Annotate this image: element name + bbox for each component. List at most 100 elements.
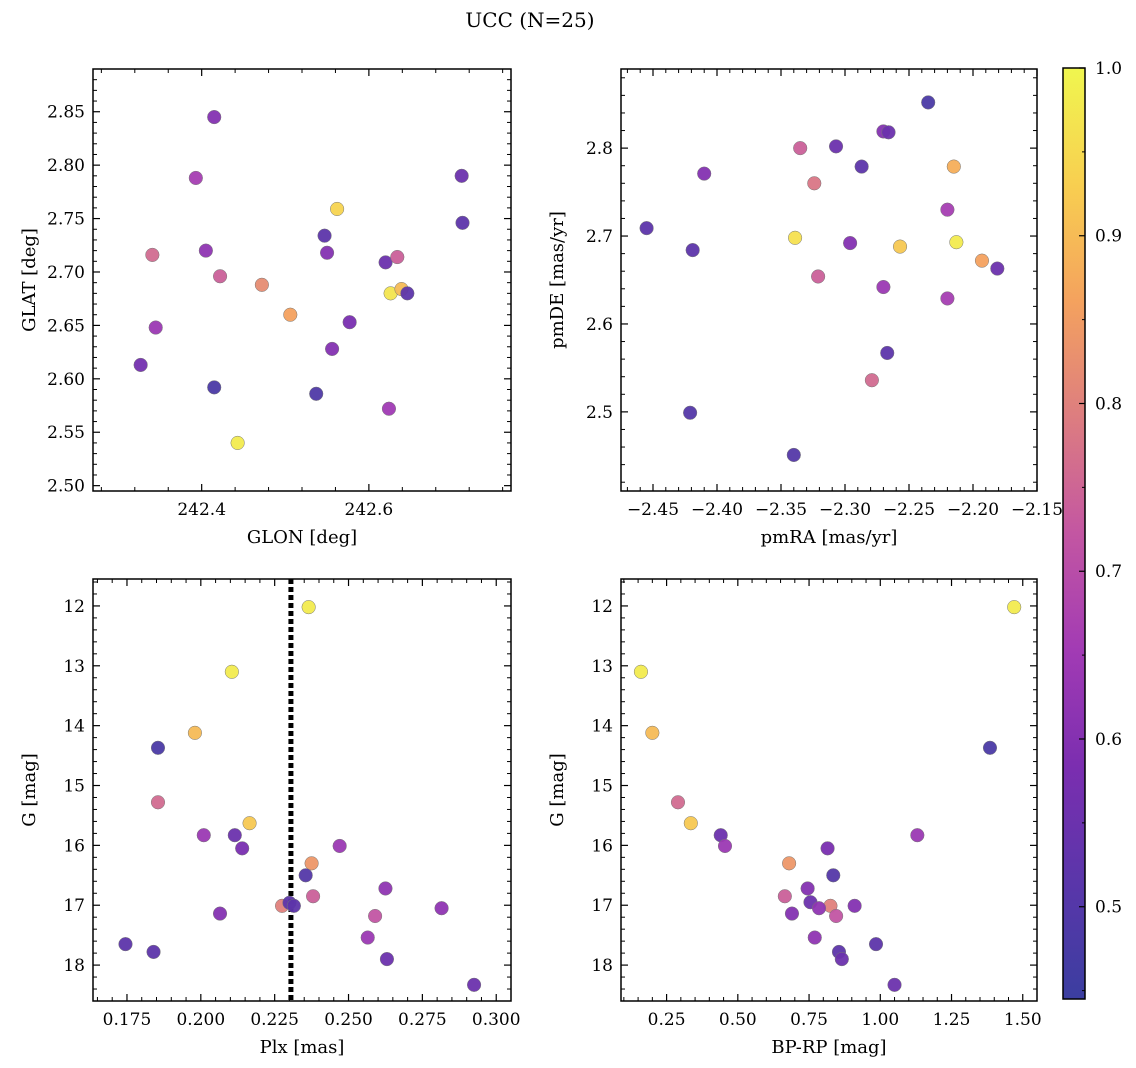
y-tick-label: 2.6 [586, 315, 613, 335]
scatter-point [786, 447, 801, 463]
x-tick-label: −2.25 [883, 500, 935, 520]
scatter-point [793, 141, 808, 156]
scatter-point [633, 664, 648, 679]
y-tick-label: 13 [63, 657, 85, 677]
y-tick-label: 2.8 [586, 139, 613, 159]
x-tick-label: −2.45 [627, 500, 679, 520]
scatter-point [381, 401, 396, 416]
scatter-point [820, 841, 835, 856]
scatter-point [330, 201, 345, 217]
scatter-point [854, 159, 869, 174]
plot-frame [620, 68, 1038, 492]
scatter-point [304, 856, 319, 871]
scatter-point [697, 166, 712, 181]
x-tick-label: −2.20 [947, 500, 999, 520]
scatter-point [390, 249, 405, 265]
scatter-point [829, 908, 844, 924]
y-tick-label: 17 [63, 896, 85, 916]
x-axis-label: Plx [mas] [260, 1037, 345, 1058]
scatter-point [254, 277, 269, 292]
x-tick-label: 0.25 [648, 1010, 686, 1030]
x-tick-label: 0.75 [790, 1010, 828, 1030]
scatter-point [368, 908, 383, 924]
scatter-point [946, 159, 961, 174]
scatter-point [150, 795, 166, 810]
scatter-point [974, 253, 990, 268]
scatter-point [777, 889, 792, 904]
scatter-point [811, 901, 827, 916]
scatter-point [198, 243, 213, 258]
scatter-point [782, 856, 797, 871]
scatter-point [940, 291, 955, 306]
y-axis-label: pmDE [mas/yr] [547, 211, 568, 349]
colorbar-tick-label: 0.8 [1095, 394, 1122, 414]
scatter-point [379, 952, 394, 967]
scatter-point [467, 977, 482, 992]
scatter-point [317, 228, 332, 243]
x-axis-label: pmRA [mas/yr] [761, 527, 898, 548]
scatter-point [868, 937, 884, 952]
scatter-point [133, 357, 148, 372]
y-tick-label: 2.70 [47, 263, 85, 283]
scatter-point [118, 937, 133, 952]
x-tick-label: −2.15 [1011, 500, 1063, 520]
plot-frame [92, 68, 512, 492]
scatter-point [342, 315, 357, 330]
x-axis-label: BP-RP [mag] [771, 1037, 886, 1058]
colorbar-tick-label: 0.9 [1095, 227, 1122, 247]
scatter-point [990, 261, 1005, 276]
colorbar-tick-label: 1.0 [1095, 59, 1122, 79]
colorbar-tick-label: 0.6 [1095, 730, 1122, 750]
scatter-point [286, 898, 301, 913]
y-tick-label: 15 [63, 777, 85, 797]
scatter-point [834, 952, 849, 967]
scatter-point [807, 930, 822, 945]
scatter-point [196, 828, 211, 843]
y-tick-label: 12 [63, 597, 85, 617]
scatter-point [826, 868, 841, 883]
scatter-point [146, 944, 161, 959]
x-tick-label: −2.40 [691, 500, 743, 520]
y-tick-label: 2.50 [47, 477, 85, 497]
scatter-point [145, 247, 160, 262]
scatter-point [332, 838, 347, 854]
x-tick-label: 0.50 [719, 1010, 757, 1030]
scatter-point [207, 110, 222, 125]
scatter-point [717, 838, 733, 854]
scatter-point [283, 307, 298, 322]
scatter-point [213, 269, 228, 284]
scatter-point [230, 435, 245, 450]
scatter-point [1007, 600, 1022, 615]
scatter-point [301, 600, 316, 615]
x-tick-label: 0.250 [324, 1010, 373, 1030]
y-tick-label: 2.5 [586, 403, 613, 423]
y-tick-label: 18 [591, 956, 613, 976]
panel-glon-glat: 242.4 242.6 2.50 2.55 2.60 2.65 2.70 2.75 2.80 2.… [19, 68, 512, 548]
scatter-point [400, 286, 415, 301]
scatter-point [784, 906, 800, 921]
scatter-point [982, 740, 998, 755]
scatter-point [847, 898, 862, 913]
scatter-point [207, 380, 222, 395]
scatter-point [298, 868, 313, 883]
scatter-point [811, 269, 826, 284]
scatter-point [887, 977, 902, 992]
colorbar-frame [1062, 67, 1086, 1000]
y-tick-label: 16 [591, 836, 613, 856]
scatter-point [892, 239, 908, 254]
scatter-point [455, 215, 470, 230]
colorbar-tick-label: 0.7 [1095, 562, 1122, 582]
y-tick-label: 2.85 [47, 103, 85, 123]
colorbar-gradient [1063, 68, 1085, 999]
scatter-point [187, 725, 202, 740]
figure-title: UCC (N=25) [465, 8, 594, 32]
scatter-point [828, 139, 844, 154]
y-tick-label: 2.7 [586, 227, 613, 247]
scatter-point [880, 345, 895, 361]
x-tick-label: −2.30 [819, 500, 871, 520]
scatter-point [940, 202, 955, 217]
scatter-point [639, 221, 654, 236]
scatter-point [320, 245, 335, 260]
scatter-point [683, 405, 698, 420]
